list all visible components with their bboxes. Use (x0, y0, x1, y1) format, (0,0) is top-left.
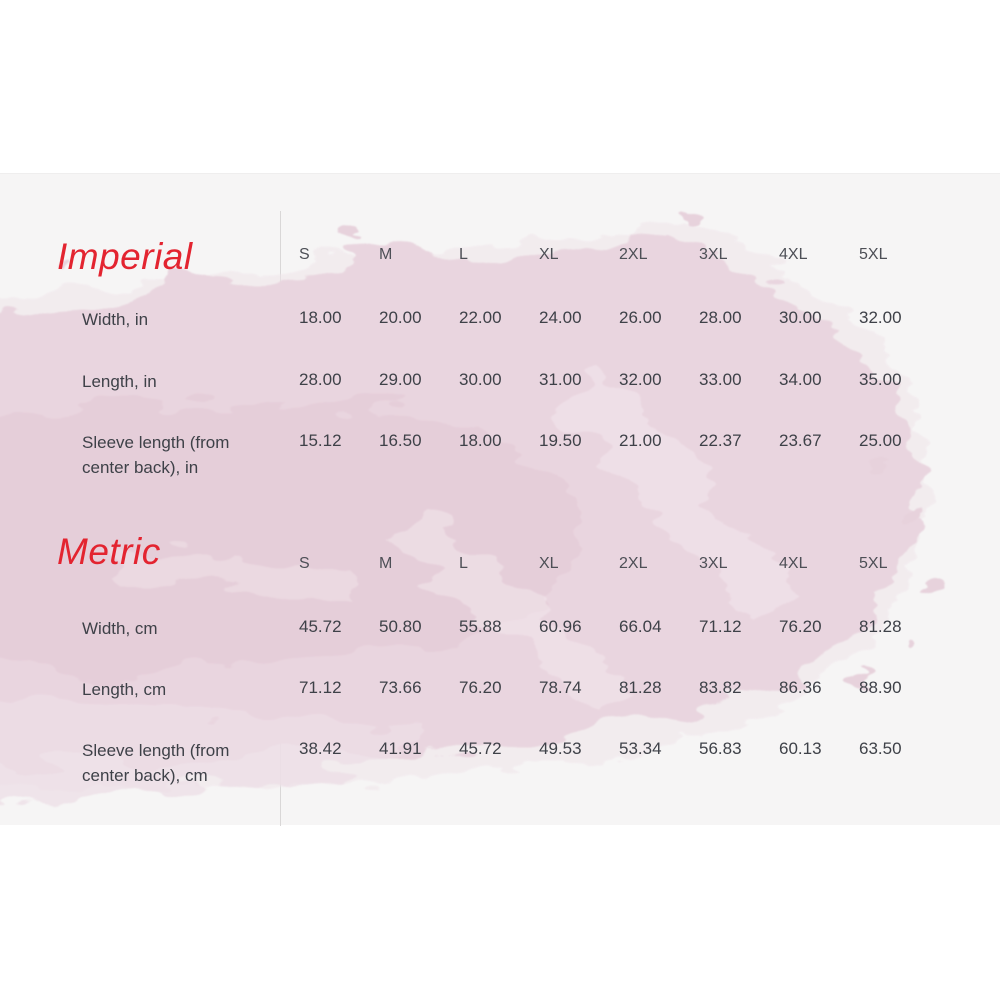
measurement-value: 31.00 (539, 370, 582, 389)
measurement-value: 22.00 (459, 308, 502, 327)
measurement-value: 66.04 (619, 617, 662, 636)
measurement-row-label: Width, cm (82, 619, 158, 638)
measurement-value: 21.00 (619, 431, 662, 450)
measurement-value: 19.50 (539, 431, 582, 450)
size-tables: Imperial S M L XL 2XL 3XL 4XL 5XL Width, in 18.00 2… (0, 174, 1000, 825)
section-title-metric: Metric (57, 531, 161, 572)
measurement-row-label: Width, in (82, 310, 149, 329)
size-column-header: M (379, 555, 393, 572)
measurement-value: 81.28 (619, 678, 662, 697)
measurement-value: 45.72 (299, 617, 342, 636)
measurement-value: 83.82 (699, 678, 742, 697)
size-column-header: 5XL (859, 555, 888, 572)
size-column-header: XL (539, 555, 559, 572)
measurement-value: 88.90 (859, 678, 902, 697)
measurement-value: 23.67 (779, 431, 822, 450)
measurement-value: 32.00 (619, 370, 662, 389)
size-chart-panel: Imperial S M L XL 2XL 3XL 4XL 5XL Width, in 18.00 2… (0, 173, 1000, 826)
measurement-value: 30.00 (779, 308, 822, 327)
measurement-value: 71.12 (299, 678, 342, 697)
measurement-row-label: Length, cm (82, 680, 167, 699)
measurement-value: 41.91 (379, 739, 422, 758)
size-column-header: 3XL (699, 555, 728, 572)
size-column-header: M (379, 246, 393, 263)
measurement-value: 20.00 (379, 308, 422, 327)
measurement-row: Width, in 18.00 20.00 22.00 24.00 26.00 28.00 3… (82, 307, 939, 332)
measurement-value: 34.00 (779, 370, 822, 389)
size-column-header: 4XL (779, 246, 808, 263)
measurement-value: 18.00 (459, 431, 502, 450)
measurement-value: 71.12 (699, 617, 742, 636)
measurement-value: 81.28 (859, 617, 902, 636)
measurement-value: 86.36 (779, 678, 822, 697)
measurement-value: 28.00 (299, 370, 342, 389)
size-column-header: XL (539, 246, 559, 263)
measurement-value: 22.37 (699, 431, 742, 450)
measurement-value: 55.88 (459, 617, 502, 636)
size-column-header: L (459, 555, 468, 572)
size-column-header: L (459, 246, 468, 263)
measurement-value: 18.00 (299, 308, 342, 327)
measurement-value: 78.74 (539, 678, 582, 697)
measurement-value: 28.00 (699, 308, 742, 327)
section-title-imperial: Imperial (57, 236, 193, 277)
watercolor-splash-background (0, 210, 943, 802)
measurement-row: Sleeve length (from center back), cm 38.4… (82, 738, 939, 788)
measurement-value: 24.00 (539, 308, 582, 327)
measurement-value: 16.50 (379, 431, 422, 450)
measurement-value: 53.34 (619, 739, 662, 758)
measurement-value: 33.00 (699, 370, 742, 389)
measurement-row-label: Sleeve length (from center back), in (82, 433, 230, 477)
measurement-value: 49.53 (539, 739, 582, 758)
size-column-header: S (299, 246, 310, 263)
size-header-row: S M L XL 2XL 3XL 4XL 5XL (82, 245, 939, 265)
size-header-row: S M L XL 2XL 3XL 4XL 5XL (82, 554, 939, 574)
measurement-row: Length, cm 71.12 73.66 76.20 78.74 81.28 83.82… (82, 677, 939, 702)
measurement-value: 60.13 (779, 739, 822, 758)
measurement-value: 32.00 (859, 308, 902, 327)
measurement-value: 45.72 (459, 739, 502, 758)
measurement-value: 30.00 (459, 370, 502, 389)
measurement-value: 38.42 (299, 739, 342, 758)
measurement-value: 76.20 (459, 678, 502, 697)
size-column-header: 4XL (779, 555, 808, 572)
measurement-value: 35.00 (859, 370, 902, 389)
size-column-header: S (299, 555, 310, 572)
measurement-value: 60.96 (539, 617, 582, 636)
measurement-value: 29.00 (379, 370, 422, 389)
measurement-value: 63.50 (859, 739, 902, 758)
measurement-value: 56.83 (699, 739, 742, 758)
measurement-row-label: Sleeve length (from center back), cm (82, 741, 230, 785)
measurement-row: Width, cm 45.72 50.80 55.88 60.96 66.04 71.12 7… (82, 616, 939, 641)
measurement-row: Length, in 28.00 29.00 30.00 31.00 32.00 33.00… (82, 369, 939, 394)
measurement-value: 25.00 (859, 431, 902, 450)
size-column-header: 3XL (699, 246, 728, 263)
measurement-value: 73.66 (379, 678, 422, 697)
measurement-value: 50.80 (379, 617, 422, 636)
measurement-row: Sleeve length (from center back), in 15.1… (82, 430, 939, 480)
size-column-header: 2XL (619, 246, 648, 263)
measurement-value: 15.12 (299, 431, 342, 450)
size-column-header: 5XL (859, 246, 888, 263)
measurement-row-label: Length, in (82, 372, 157, 391)
measurement-value: 76.20 (779, 617, 822, 636)
measurement-value: 26.00 (619, 308, 662, 327)
size-column-header: 2XL (619, 555, 648, 572)
